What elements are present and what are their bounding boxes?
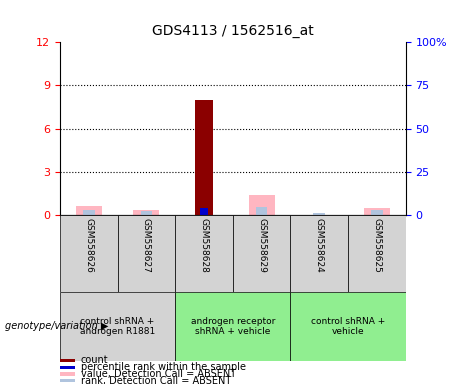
Bar: [313, 213, 325, 215]
Bar: [118, 215, 175, 292]
Text: percentile rank within the sample: percentile rank within the sample: [81, 362, 246, 372]
Bar: [348, 215, 406, 292]
Bar: [233, 215, 290, 292]
Text: GSM558627: GSM558627: [142, 218, 151, 273]
Bar: [60, 372, 76, 376]
Bar: [195, 100, 213, 215]
Bar: [60, 366, 76, 369]
Title: GDS4113 / 1562516_at: GDS4113 / 1562516_at: [152, 25, 313, 38]
Bar: [364, 208, 390, 215]
Bar: [175, 215, 233, 292]
Bar: [371, 210, 383, 215]
Text: count: count: [81, 356, 108, 366]
Bar: [60, 379, 76, 382]
Text: GSM558626: GSM558626: [84, 218, 93, 273]
Text: GSM558629: GSM558629: [257, 218, 266, 273]
Text: control shRNA +
vehicle: control shRNA + vehicle: [311, 317, 385, 336]
Text: value, Detection Call = ABSENT: value, Detection Call = ABSENT: [81, 369, 236, 379]
Bar: [290, 215, 348, 292]
Bar: [175, 292, 290, 361]
Bar: [60, 359, 76, 362]
Text: control shRNA +
androgen R1881: control shRNA + androgen R1881: [80, 317, 155, 336]
Bar: [141, 211, 152, 215]
Bar: [133, 210, 160, 215]
Text: GSM558624: GSM558624: [315, 218, 324, 273]
Text: androgen receptor
shRNA + vehicle: androgen receptor shRNA + vehicle: [190, 317, 275, 336]
Bar: [83, 210, 95, 215]
Text: GSM558628: GSM558628: [200, 218, 208, 273]
Bar: [60, 215, 118, 292]
Bar: [256, 207, 267, 215]
Text: GSM558625: GSM558625: [372, 218, 381, 273]
Bar: [200, 209, 208, 215]
Bar: [60, 292, 175, 361]
Text: rank, Detection Call = ABSENT: rank, Detection Call = ABSENT: [81, 376, 231, 384]
Bar: [290, 292, 406, 361]
Bar: [76, 205, 102, 215]
Bar: [248, 195, 275, 215]
Text: genotype/variation ▶: genotype/variation ▶: [5, 321, 108, 331]
